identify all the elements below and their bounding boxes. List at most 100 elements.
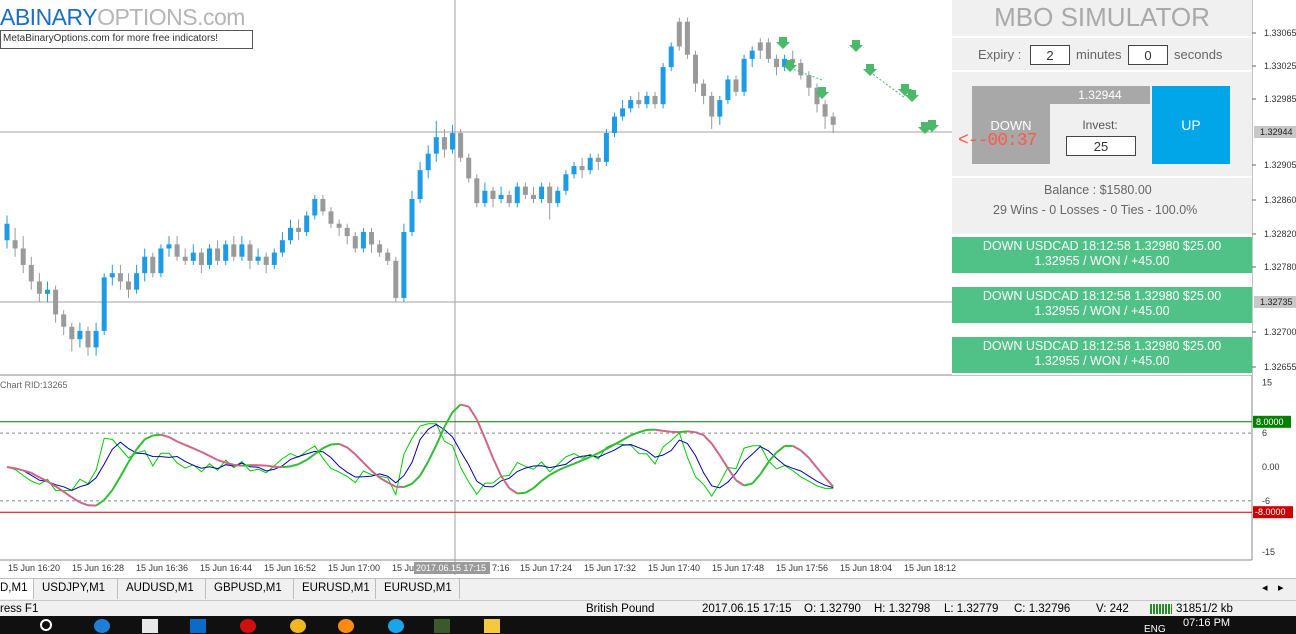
candle [360,227,366,253]
taskbar-clock[interactable]: 07:16 PM [1183,617,1231,629]
down-arrow-icon [815,87,829,99]
tab-scroll-left-icon[interactable]: ◂ [1262,582,1268,594]
wins-count: 29 Wins [993,203,1039,217]
smooth-oscillator-segment [370,469,381,479]
tab-chart[interactable]: EURUSD,M1 [376,579,460,599]
candle [166,236,172,257]
smooth-oscillator-segment [435,426,446,446]
status-profile: British Pound [586,603,655,615]
edge-icon[interactable] [94,619,110,633]
candle [587,153,593,175]
candle [288,219,293,245]
candle [652,91,658,109]
invest-label: Invest: [1082,118,1118,132]
language-indicator[interactable]: ENG [1144,624,1166,634]
candle [320,194,326,216]
candle [401,223,407,303]
smooth-oscillator-segment [808,457,818,469]
smooth-oscillator-segment [192,447,202,453]
status-close: C: 1.32796 [1014,603,1071,615]
indicator-pane: 15 6 0.00 -6 -15 8.0000 -8.0000 [0,377,1293,557]
smooth-oscillator-segment [573,459,583,465]
time-tick-label: 15 Jun 18:12 [904,563,956,573]
candle [150,252,156,278]
smooth-oscillator-segment [354,453,365,464]
candle [749,46,755,68]
price-tick-label: 1.32860 [1264,195,1296,205]
media-icon[interactable] [240,619,256,633]
smooth-oscillator-segment [63,490,73,499]
smooth-oscillator-segment [679,430,688,434]
outlook-icon[interactable] [190,619,206,633]
candle [352,231,358,253]
indicator-tick-label: 0.00 [1262,462,1280,472]
candle [36,273,42,303]
time-tick-label: 15 Jun 17:24 [520,563,572,573]
smooth-oscillator-segment [160,433,170,438]
smooth-oscillator-segment [144,434,154,441]
indicator-tick-label: 6 [1262,428,1267,438]
chrome-icon[interactable] [290,619,306,633]
current-price-marker-label: 1.32944 [1260,127,1293,137]
down-button[interactable]: DOWN [972,86,1050,164]
skype-icon[interactable] [388,619,404,633]
trade-result-line2: 1.32955 / WON / +45.00 [1034,254,1170,268]
current-price: 1.32944 [1050,86,1150,104]
firefox-icon[interactable] [338,619,354,633]
expiry-minutes-input[interactable]: 2 [1030,45,1070,65]
tab-chart[interactable]: EURUSD,M1 [294,579,376,599]
time-tick-label: 15 Jun 16:28 [72,563,124,573]
smooth-oscillator-segment [492,457,503,477]
candle [531,186,536,204]
tab-chart-active[interactable]: D,M1 [0,579,34,599]
smooth-oscillator-segment [824,476,834,488]
smooth-oscillator-segment [735,479,745,487]
signal-arrows-layer [776,37,939,134]
status-high: H: 1.32798 [874,603,931,615]
candle [425,145,431,179]
trade-result: DOWN USDCAD 18:12:58 1.32980 $25.00 1.329… [952,237,1252,273]
metatrader-icon[interactable] [434,619,450,633]
up-button[interactable]: UP [1152,86,1230,164]
candle [498,186,504,204]
smooth-oscillator-segment [225,461,235,466]
smooth-oscillator-segment [135,438,146,450]
tab-chart[interactable]: GBPUSD,M1 [206,579,294,599]
tab-chart[interactable]: AUDUSD,M1 [118,579,206,599]
smooth-oscillator-segment [168,436,178,443]
tab-scroll-right-icon[interactable]: ▸ [1278,582,1284,594]
folder-icon[interactable] [484,619,500,633]
trade-result-line2: 1.32955 / WON / +45.00 [1034,304,1170,318]
candle [555,186,561,208]
smooth-oscillator-segment [387,481,397,488]
candle [628,95,634,113]
smooth-oscillator-segment [727,467,737,481]
price-tick-label: 1.32905 [1264,160,1296,170]
candle [409,190,415,237]
smooth-oscillator-segment [581,456,591,462]
status-time: 2017.06.15 17:15 [702,603,792,615]
smooth-oscillator-segment [14,467,24,472]
brand-tagline[interactable]: MetaBinaryOptions.com for more free indi… [0,30,253,49]
expiry-seconds-input[interactable]: 0 [1128,45,1168,65]
candle [312,194,318,220]
search-icon[interactable] [40,619,52,631]
trade-controls: DOWN 1.32944 Invest: 25 UP [952,72,1252,176]
status-open: O: 1.32790 [804,603,861,615]
invest-input[interactable]: 25 [1066,136,1136,156]
candle [296,219,302,241]
mbo-simulator-panel: MBO SIMULATOR Expiry : 2 minutes 0 secon… [952,0,1252,375]
candle [158,244,164,278]
smooth-oscillator-segment [751,473,762,485]
down-arrow-icon [898,84,912,96]
trade-result-line1: DOWN USDCAD 18:12:58 1.32980 $25.00 [982,339,1222,353]
tab-chart[interactable]: USDJPY,M1 [34,579,118,599]
smooth-oscillator-segment [127,448,138,463]
smooth-oscillator-segment [111,476,122,491]
line-price-marker-label: 1.32735 [1260,297,1293,307]
candle [595,153,601,171]
smooth-oscillator-segment [338,443,348,449]
indicator-tick-label: -15 [1262,547,1275,557]
smooth-oscillator-segment [6,466,16,470]
store-icon[interactable] [142,619,158,633]
